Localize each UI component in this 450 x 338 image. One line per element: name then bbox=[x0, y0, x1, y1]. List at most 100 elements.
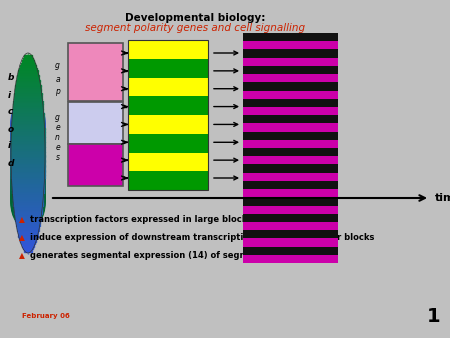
Bar bbox=[13, 199, 43, 201]
Ellipse shape bbox=[11, 138, 45, 194]
Text: 1: 1 bbox=[427, 307, 440, 325]
Bar bbox=[14, 204, 43, 206]
Bar bbox=[243, 41, 338, 49]
Bar bbox=[13, 106, 43, 107]
Text: g: g bbox=[55, 62, 60, 71]
Bar bbox=[15, 91, 41, 92]
Bar bbox=[243, 148, 338, 156]
Bar bbox=[19, 237, 37, 239]
Bar bbox=[14, 212, 42, 214]
Text: e: e bbox=[55, 123, 60, 132]
Bar bbox=[243, 66, 338, 74]
Ellipse shape bbox=[11, 132, 45, 188]
Bar bbox=[243, 58, 338, 66]
Bar bbox=[128, 40, 208, 59]
Ellipse shape bbox=[11, 120, 45, 175]
Bar bbox=[11, 134, 45, 135]
Ellipse shape bbox=[11, 106, 45, 160]
Bar bbox=[243, 99, 338, 107]
Bar bbox=[19, 68, 37, 69]
Bar bbox=[20, 65, 36, 67]
Bar bbox=[12, 118, 44, 120]
Bar bbox=[12, 128, 45, 130]
Bar bbox=[128, 59, 208, 77]
Bar bbox=[12, 179, 45, 181]
Bar bbox=[12, 121, 44, 123]
Bar bbox=[11, 146, 45, 148]
Bar bbox=[11, 156, 45, 158]
Bar bbox=[243, 156, 338, 164]
Bar bbox=[243, 197, 338, 206]
Bar bbox=[11, 136, 45, 138]
Bar bbox=[12, 187, 44, 188]
Bar bbox=[16, 222, 40, 224]
Bar bbox=[11, 166, 45, 168]
Ellipse shape bbox=[11, 151, 45, 206]
Ellipse shape bbox=[11, 173, 45, 225]
Bar bbox=[14, 93, 42, 95]
Bar bbox=[18, 232, 38, 234]
Ellipse shape bbox=[11, 153, 45, 208]
Bar bbox=[68, 102, 123, 144]
Ellipse shape bbox=[11, 136, 45, 192]
Ellipse shape bbox=[11, 177, 45, 229]
Text: Developmental biology:: Developmental biology: bbox=[125, 13, 265, 23]
Bar bbox=[243, 164, 338, 173]
Bar bbox=[128, 134, 208, 152]
Ellipse shape bbox=[11, 164, 45, 218]
Bar bbox=[13, 197, 43, 198]
Ellipse shape bbox=[11, 149, 45, 204]
Ellipse shape bbox=[11, 114, 45, 169]
Bar bbox=[11, 159, 45, 161]
Bar bbox=[243, 173, 338, 181]
Bar bbox=[14, 210, 42, 211]
Text: ▲: ▲ bbox=[19, 251, 25, 261]
Bar bbox=[17, 230, 39, 232]
Bar bbox=[12, 182, 44, 183]
Text: induce expression of downstream transcription factors in smaller blocks: induce expression of downstream transcri… bbox=[30, 234, 374, 242]
Bar bbox=[12, 192, 44, 193]
Bar bbox=[14, 98, 42, 100]
Ellipse shape bbox=[11, 108, 45, 162]
Ellipse shape bbox=[11, 130, 45, 186]
Bar bbox=[11, 131, 45, 133]
Bar bbox=[22, 247, 33, 249]
Bar bbox=[243, 123, 338, 131]
Bar bbox=[16, 225, 40, 226]
Bar bbox=[128, 40, 208, 190]
Bar bbox=[11, 164, 45, 166]
Bar bbox=[11, 169, 45, 171]
Text: transcription factors expressed in large blocks: transcription factors expressed in large… bbox=[30, 216, 252, 224]
Bar bbox=[21, 242, 36, 244]
Text: a: a bbox=[55, 74, 60, 83]
Ellipse shape bbox=[11, 162, 45, 216]
Ellipse shape bbox=[11, 140, 45, 196]
Text: generates segmental expression (14) of segment polarity genes.: generates segmental expression (14) of s… bbox=[30, 251, 338, 261]
Bar bbox=[11, 161, 45, 163]
Bar bbox=[243, 82, 338, 91]
Ellipse shape bbox=[11, 144, 45, 200]
Bar bbox=[16, 83, 40, 84]
Text: i: i bbox=[8, 91, 11, 99]
Bar bbox=[18, 73, 38, 74]
Ellipse shape bbox=[11, 110, 45, 164]
Bar bbox=[243, 181, 338, 189]
Bar bbox=[17, 227, 39, 229]
Ellipse shape bbox=[11, 157, 45, 212]
Text: p: p bbox=[55, 87, 60, 96]
Bar bbox=[21, 63, 36, 64]
Text: ▲: ▲ bbox=[19, 216, 25, 224]
Bar bbox=[243, 74, 338, 82]
Bar bbox=[18, 235, 38, 237]
Bar bbox=[16, 80, 40, 82]
Ellipse shape bbox=[11, 97, 45, 149]
Bar bbox=[20, 240, 36, 242]
Bar bbox=[24, 55, 32, 57]
Bar bbox=[15, 215, 41, 216]
Bar bbox=[243, 131, 338, 140]
Bar bbox=[12, 189, 44, 191]
Bar bbox=[12, 113, 44, 115]
Bar bbox=[14, 96, 42, 97]
Ellipse shape bbox=[11, 112, 45, 167]
Bar bbox=[68, 144, 123, 186]
